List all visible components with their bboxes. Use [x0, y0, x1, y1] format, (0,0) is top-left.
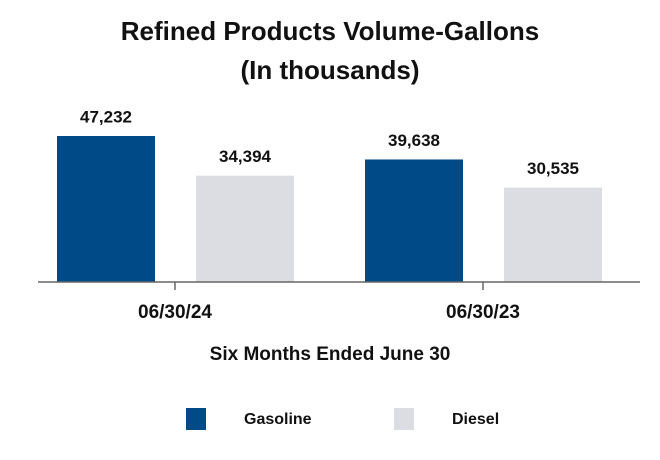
bar — [57, 136, 155, 282]
bar — [504, 187, 602, 282]
value-label: 30,535 — [527, 159, 579, 178]
legend-swatch — [394, 408, 414, 430]
value-label: 34,394 — [219, 147, 272, 166]
bar — [365, 159, 463, 282]
bar — [196, 175, 294, 282]
x-tick-label: 06/30/23 — [446, 302, 520, 323]
x-axis-label: Six Months Ended June 30 — [210, 344, 451, 365]
legend-label: Diesel — [452, 411, 499, 428]
chart-title: Refined Products Volume-Gallons — [121, 16, 539, 46]
legend-label: Gasoline — [244, 411, 312, 428]
x-tick-label: 06/30/24 — [138, 302, 212, 323]
value-label: 39,638 — [388, 131, 440, 150]
chart-subtitle: (In thousands) — [240, 55, 419, 85]
value-label: 47,232 — [80, 107, 132, 126]
legend-swatch — [186, 408, 206, 430]
